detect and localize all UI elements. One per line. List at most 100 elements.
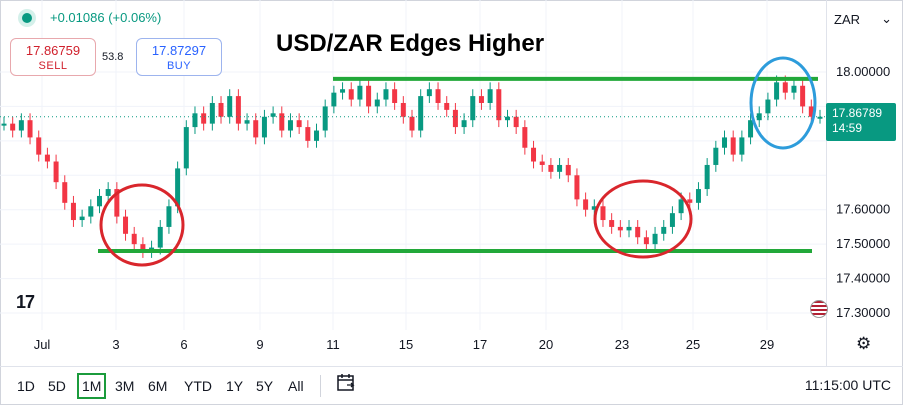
x-tick-label: 25 <box>686 337 700 352</box>
calendar-range-icon[interactable] <box>335 372 357 399</box>
candle-body <box>1 123 7 126</box>
candle-body <box>287 120 293 131</box>
current-price-label: 17.86789 14:59 <box>826 103 896 141</box>
candle-body <box>583 199 589 210</box>
candle-body <box>626 226 632 231</box>
timeframe-3m-button[interactable]: 3M <box>115 378 135 394</box>
candle-body <box>748 120 754 138</box>
gear-icon[interactable]: ⚙ <box>856 334 872 353</box>
buy-price: 17.87297 <box>151 43 207 58</box>
candle-body <box>36 137 42 155</box>
quote-bar: +0.01086 (+0.06%) <box>16 10 161 25</box>
buy-button[interactable]: 17.87297 BUY <box>136 38 222 76</box>
x-tick-label: 3 <box>112 337 119 352</box>
candle-body <box>739 137 745 155</box>
bar-countdown: 14:59 <box>832 121 863 135</box>
price-change: +0.01086 (+0.06%) <box>50 10 162 25</box>
currency-label: ZAR <box>834 11 860 27</box>
candle-body <box>392 89 398 103</box>
candle-body <box>322 106 328 131</box>
candle-body <box>539 161 545 165</box>
candle-body <box>296 120 302 128</box>
timeframe-5d-button[interactable]: 5D <box>48 378 66 394</box>
candle-body <box>791 85 797 93</box>
market-status-icon <box>22 12 32 23</box>
sell-label: SELL <box>38 60 68 72</box>
candle-body <box>478 96 484 103</box>
candle-body <box>157 226 163 248</box>
spread-value: 53.8 <box>102 51 124 63</box>
candle-body <box>62 182 68 203</box>
candle-body <box>340 89 346 93</box>
candle-body <box>131 233 137 245</box>
candle-body <box>591 206 597 210</box>
candle-body <box>522 127 528 148</box>
candle-body <box>227 96 233 117</box>
candle-body <box>140 244 146 252</box>
annotation-circle <box>749 56 817 150</box>
candle-body <box>600 206 606 221</box>
candle-body <box>44 154 50 162</box>
candle-body <box>209 102 215 124</box>
timeframe-ytd-button[interactable]: YTD <box>184 378 212 394</box>
candle-body <box>444 102 450 110</box>
candle-body <box>808 106 814 117</box>
timeframe-all-button[interactable]: All <box>288 378 304 394</box>
candle-body <box>383 89 389 100</box>
candle-body <box>192 113 198 128</box>
candle-body <box>470 96 476 121</box>
y-tick-label: 17.60000 <box>836 202 890 217</box>
candle-body <box>374 99 380 107</box>
chart-title: USD/ZAR Edges Higher <box>276 30 545 57</box>
candle-body <box>496 89 502 121</box>
candle-body <box>643 237 649 245</box>
candle-body <box>669 213 675 227</box>
candle-body <box>557 164 563 172</box>
candle-body <box>201 113 207 124</box>
candle-body <box>800 85 806 107</box>
candle-body <box>661 226 667 234</box>
candle-body <box>357 85 363 100</box>
candle-body <box>279 113 285 131</box>
timeframe-1d-button[interactable]: 1D <box>17 378 35 394</box>
candle-body <box>722 137 728 148</box>
x-tick-label: 20 <box>539 337 553 352</box>
annotation-circle <box>593 179 693 259</box>
candle-body <box>687 199 693 203</box>
candle-body <box>730 137 736 155</box>
candle-body <box>513 116 519 128</box>
timeframe-1y-button[interactable]: 1Y <box>226 378 244 394</box>
candle-body <box>609 220 615 227</box>
x-tick-label: 17 <box>473 337 487 352</box>
candle-body <box>270 113 276 117</box>
chevron-down-icon: ⌄ <box>881 11 892 26</box>
price-axis-separator <box>826 0 827 366</box>
x-tick-label: 15 <box>399 337 413 352</box>
buy-label: BUY <box>166 60 192 72</box>
y-tick-label: 17.50000 <box>836 236 890 251</box>
price-chart[interactable]: Jul 3 6 9 11 15 17 20 23 25 29 18.00000 17.60000 17.5… <box>0 0 903 366</box>
candle-body <box>10 123 16 131</box>
utc-clock[interactable]: 11:15:00 UTC <box>804 377 891 393</box>
x-tick-label: 11 <box>326 337 340 352</box>
candle-body <box>253 120 259 138</box>
tradingview-logo: 17 <box>16 292 35 312</box>
timeframe-6m-button[interactable]: 6M <box>148 378 168 394</box>
timeframe-1m-button[interactable]: 1M <box>77 373 107 399</box>
candle-body <box>18 120 24 131</box>
timeframe-5y-button[interactable]: 5Y <box>256 378 274 394</box>
sell-button[interactable]: 17.86759 SELL <box>10 38 96 76</box>
candle-body <box>704 164 710 190</box>
currency-selector[interactable]: ZAR ⌄ <box>828 8 898 30</box>
candle-body <box>218 102 224 117</box>
candle-body <box>70 202 76 221</box>
candle-body <box>652 233 658 245</box>
candle-body <box>713 147 719 165</box>
candle-body <box>348 89 354 100</box>
candle-body <box>175 168 181 207</box>
candle-body <box>531 147 537 162</box>
candle-body <box>400 102 406 117</box>
candle-body <box>166 206 172 227</box>
candle-body <box>452 109 458 128</box>
candle-body <box>695 189 701 203</box>
